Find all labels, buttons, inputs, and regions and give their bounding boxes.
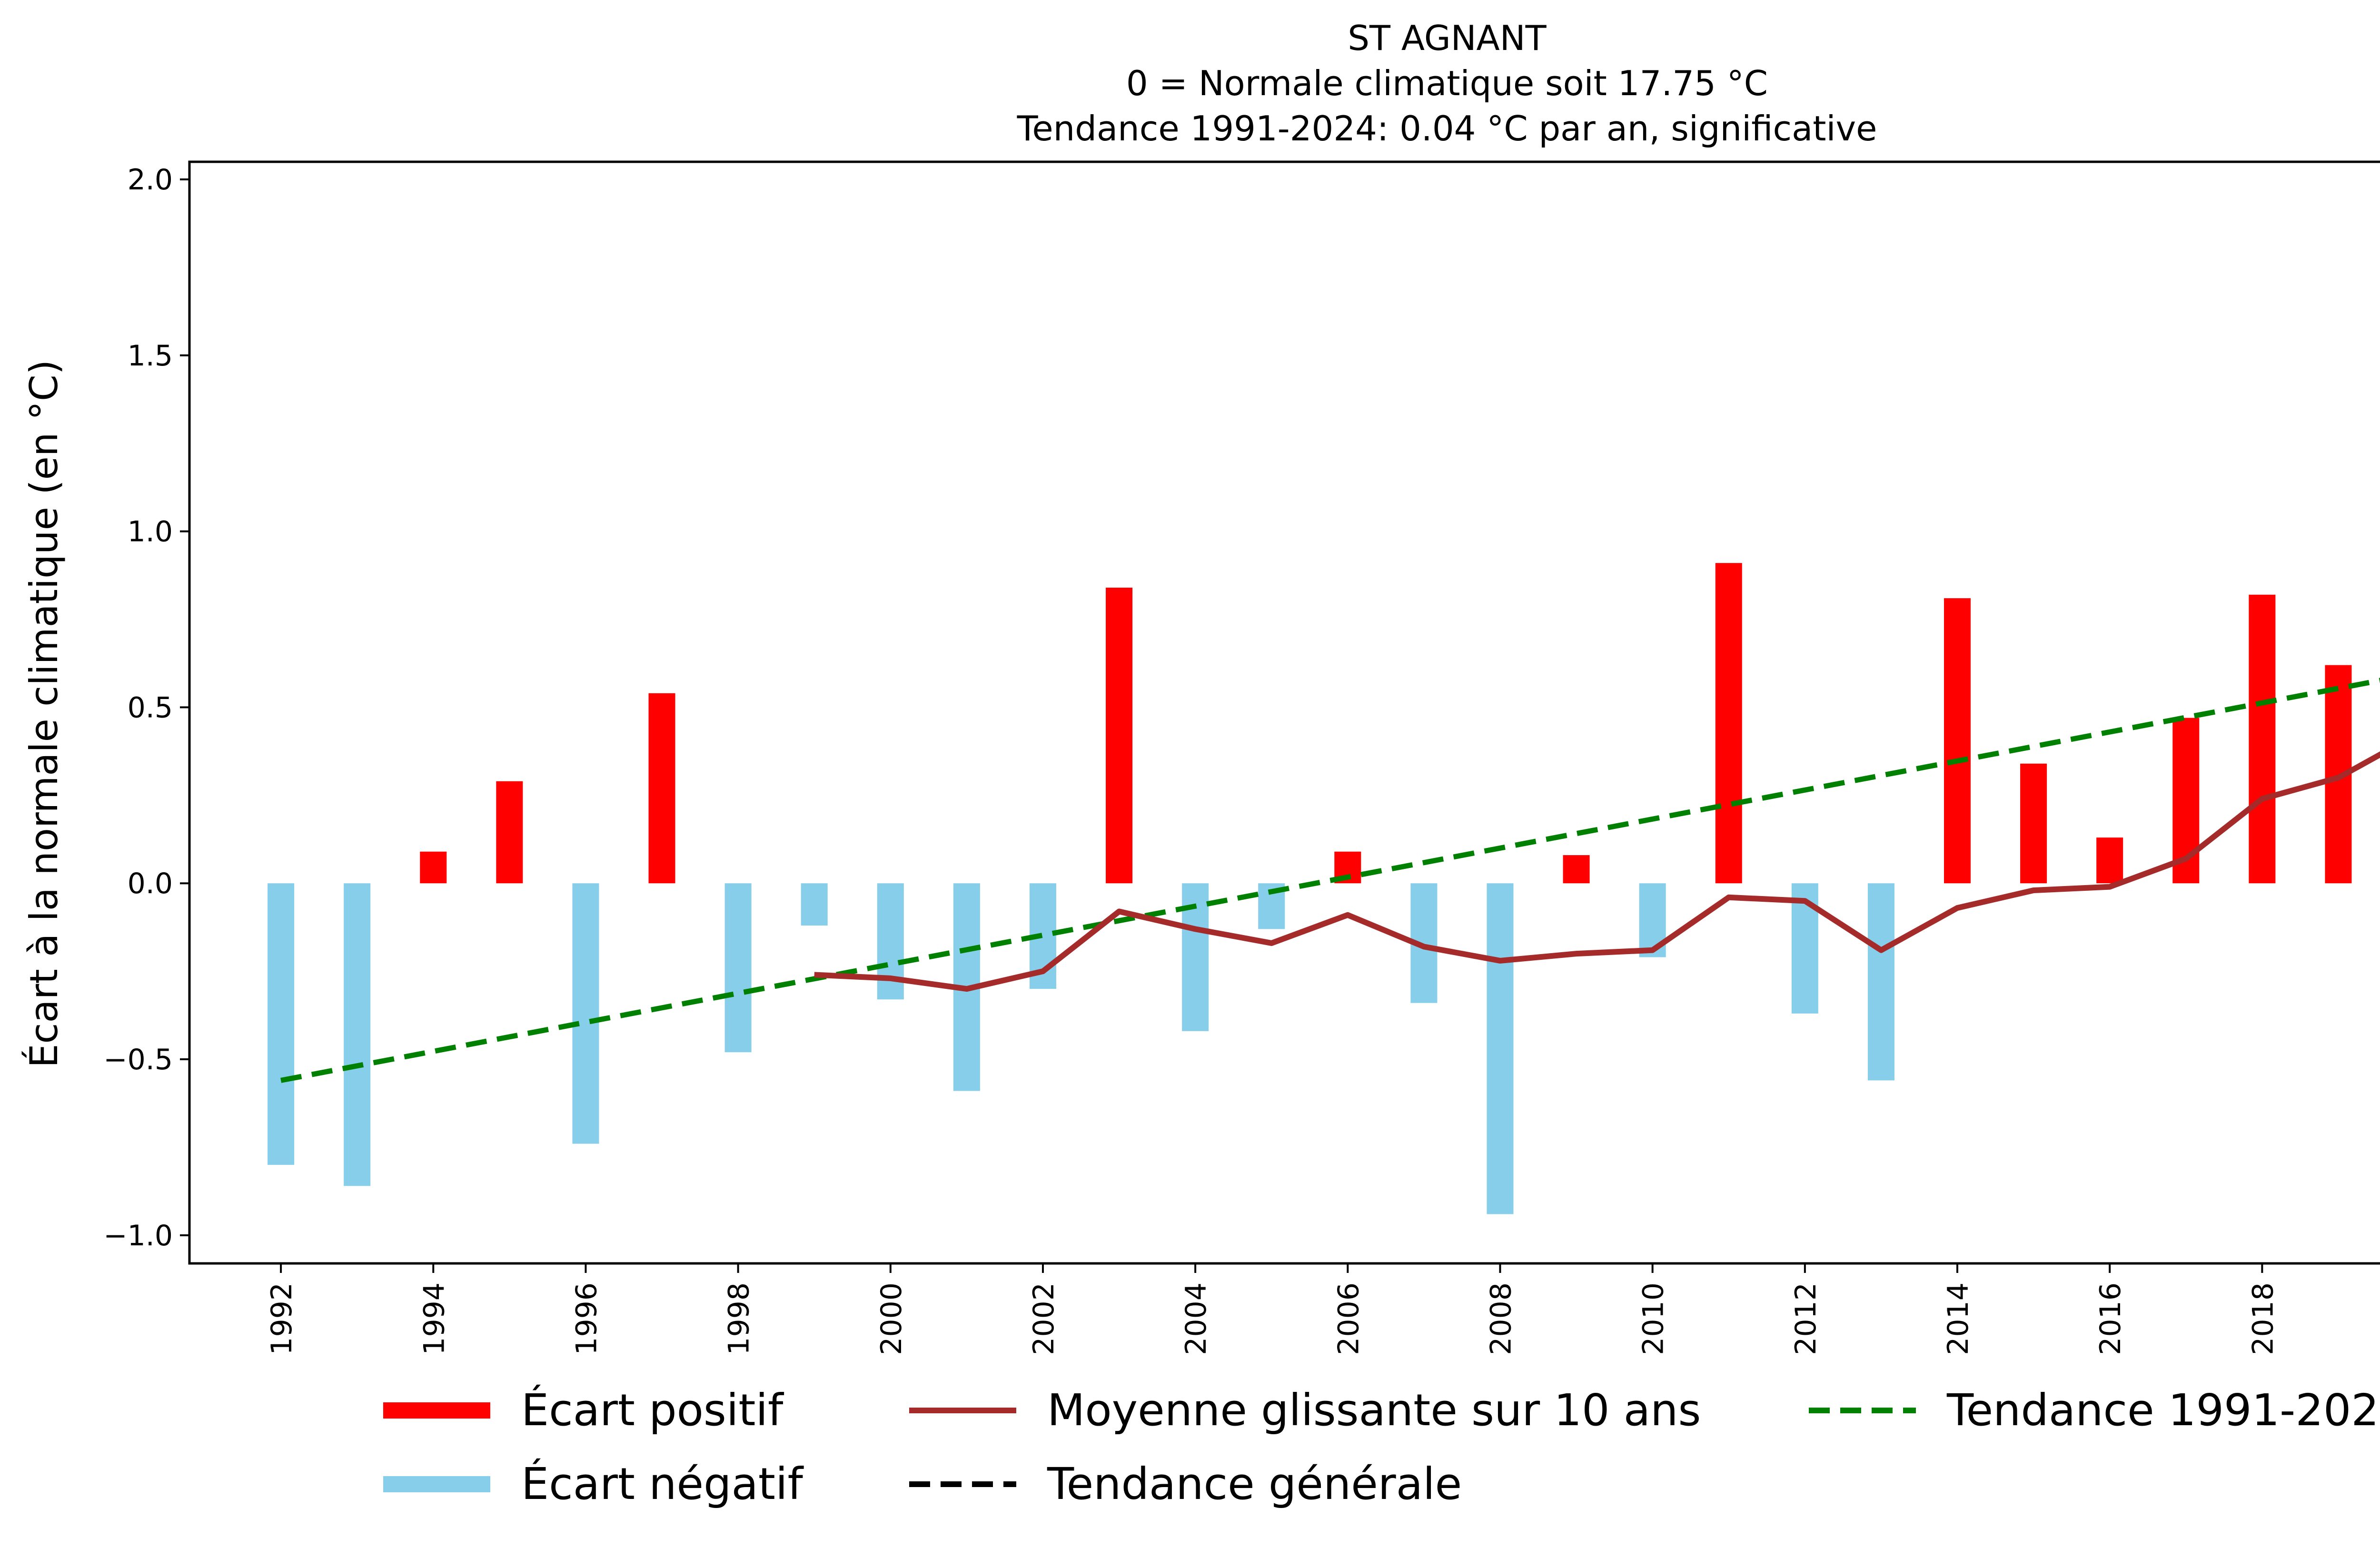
bar-positive bbox=[496, 781, 523, 884]
y-tick-label: 1.5 bbox=[128, 339, 173, 373]
moving-average-line bbox=[814, 751, 2380, 992]
x-tick-label: 2010 bbox=[1637, 1282, 1670, 1355]
bar-negative bbox=[268, 883, 295, 1165]
trend-line bbox=[280, 678, 2380, 1083]
x-tick-label: 1996 bbox=[570, 1282, 603, 1355]
bar-positive bbox=[1715, 563, 1742, 884]
legend-label: Tendance 1991-2024 bbox=[1946, 1385, 2380, 1436]
plot-frame bbox=[188, 160, 2380, 1265]
legend: Écart positif Moyenne glissante sur 10 an… bbox=[383, 1384, 2380, 1509]
bar-negative bbox=[344, 883, 371, 1186]
bar-positive bbox=[648, 693, 675, 884]
bar-negative bbox=[724, 883, 752, 1053]
title-line-2: 0 = Normale climatique soit 17.75 °C bbox=[1126, 63, 1768, 103]
bar-positive bbox=[2096, 838, 2123, 884]
legend-swatch bbox=[383, 1476, 490, 1492]
chart-title: ST AGNANT 0 = Normale climatique soit 17… bbox=[1017, 18, 1877, 148]
x-tick-label: 2014 bbox=[1942, 1282, 1975, 1355]
title-line-1: ST AGNANT bbox=[1348, 18, 1547, 58]
x-tick-label: 1994 bbox=[417, 1282, 451, 1355]
y-tick-label: 1.0 bbox=[128, 515, 173, 549]
bar-positive bbox=[1106, 587, 1133, 884]
plot-area bbox=[268, 563, 2380, 1214]
legend-label: Écart positif bbox=[521, 1384, 784, 1436]
y-tick-label: 2.0 bbox=[128, 163, 173, 197]
bar-negative bbox=[572, 883, 599, 1144]
y-tick-label: 0.0 bbox=[128, 867, 173, 900]
y-tick-label: 0.5 bbox=[128, 691, 173, 724]
x-tick-label: 2018 bbox=[2246, 1282, 2280, 1355]
legend-label: Écart négatif bbox=[521, 1458, 804, 1509]
x-tick-label: 2000 bbox=[875, 1282, 908, 1355]
y-axis-label: Écart à la normale climatique (en °C) bbox=[21, 360, 66, 1068]
bar-positive bbox=[1944, 598, 1971, 884]
bar-positive bbox=[2249, 594, 2276, 884]
bar-negative bbox=[1487, 883, 1514, 1214]
axes: −1.0 −0.5 0.0 0.5 1.0 1.5 2.0 1992 1994 1996 1998 2… bbox=[103, 160, 2380, 1355]
bar-negative bbox=[1867, 883, 1894, 1081]
bar-positive bbox=[2020, 763, 2047, 884]
x-tick-label: 2002 bbox=[1027, 1282, 1061, 1355]
bar-negative bbox=[801, 883, 828, 926]
title-line-3: Tendance 1991-2024: 0.04 °C par an, sign… bbox=[1017, 108, 1877, 148]
legend-label: Moyenne glissante sur 10 ans bbox=[1047, 1385, 1701, 1436]
bar-positive bbox=[1563, 855, 1590, 884]
x-tick-label: 2004 bbox=[1180, 1282, 1213, 1355]
legend-label: Tendance générale bbox=[1047, 1459, 1462, 1509]
x-tick-label: 2016 bbox=[2094, 1282, 2127, 1355]
y-tick-label: −1.0 bbox=[103, 1219, 173, 1252]
x-tick-label: 2006 bbox=[1332, 1282, 1365, 1355]
x-tick-label: 1992 bbox=[265, 1282, 298, 1355]
legend-swatch bbox=[383, 1402, 490, 1419]
x-tick-label: 1998 bbox=[723, 1282, 756, 1355]
y-tick-label: −0.5 bbox=[103, 1043, 173, 1076]
x-tick-label: 2008 bbox=[1485, 1282, 1518, 1355]
x-tick-label: 2012 bbox=[1789, 1282, 1823, 1355]
bar-positive bbox=[420, 851, 447, 884]
